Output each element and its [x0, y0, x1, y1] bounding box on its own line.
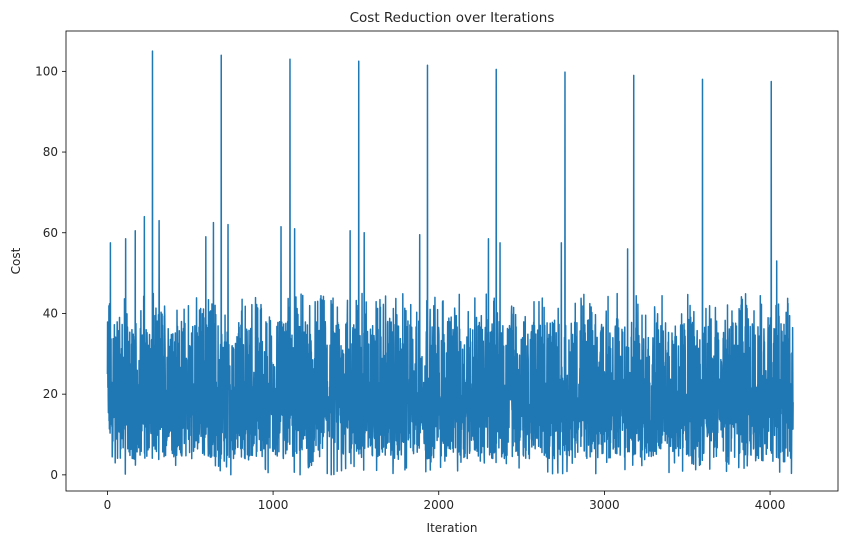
plot-frame [65, 30, 839, 492]
x-tick-label: 2000 [423, 498, 454, 512]
y-tick-label: 20 [43, 387, 58, 401]
y-tick-label: 60 [43, 226, 58, 240]
y-axis-title: Cost [9, 247, 23, 274]
chart-title: Cost Reduction over Iterations [350, 10, 555, 26]
y-axis-ticks: 0 20 40 60 80 100 [35, 64, 66, 482]
x-tick-label: 0 [104, 498, 112, 512]
y-tick-label: 0 [50, 468, 58, 482]
y-tick-label: 80 [43, 145, 58, 159]
x-axis-ticks: 0 1000 2000 3000 4000 [104, 491, 786, 512]
series-line [106, 50, 794, 476]
series-layer [106, 50, 794, 476]
x-tick-label: 1000 [258, 498, 289, 512]
x-tick-label: 3000 [589, 498, 620, 512]
x-axis-title: Iteration [427, 521, 478, 535]
y-tick-label: 100 [35, 64, 58, 78]
x-tick-label: 4000 [755, 498, 786, 512]
y-tick-label: 40 [43, 306, 58, 320]
